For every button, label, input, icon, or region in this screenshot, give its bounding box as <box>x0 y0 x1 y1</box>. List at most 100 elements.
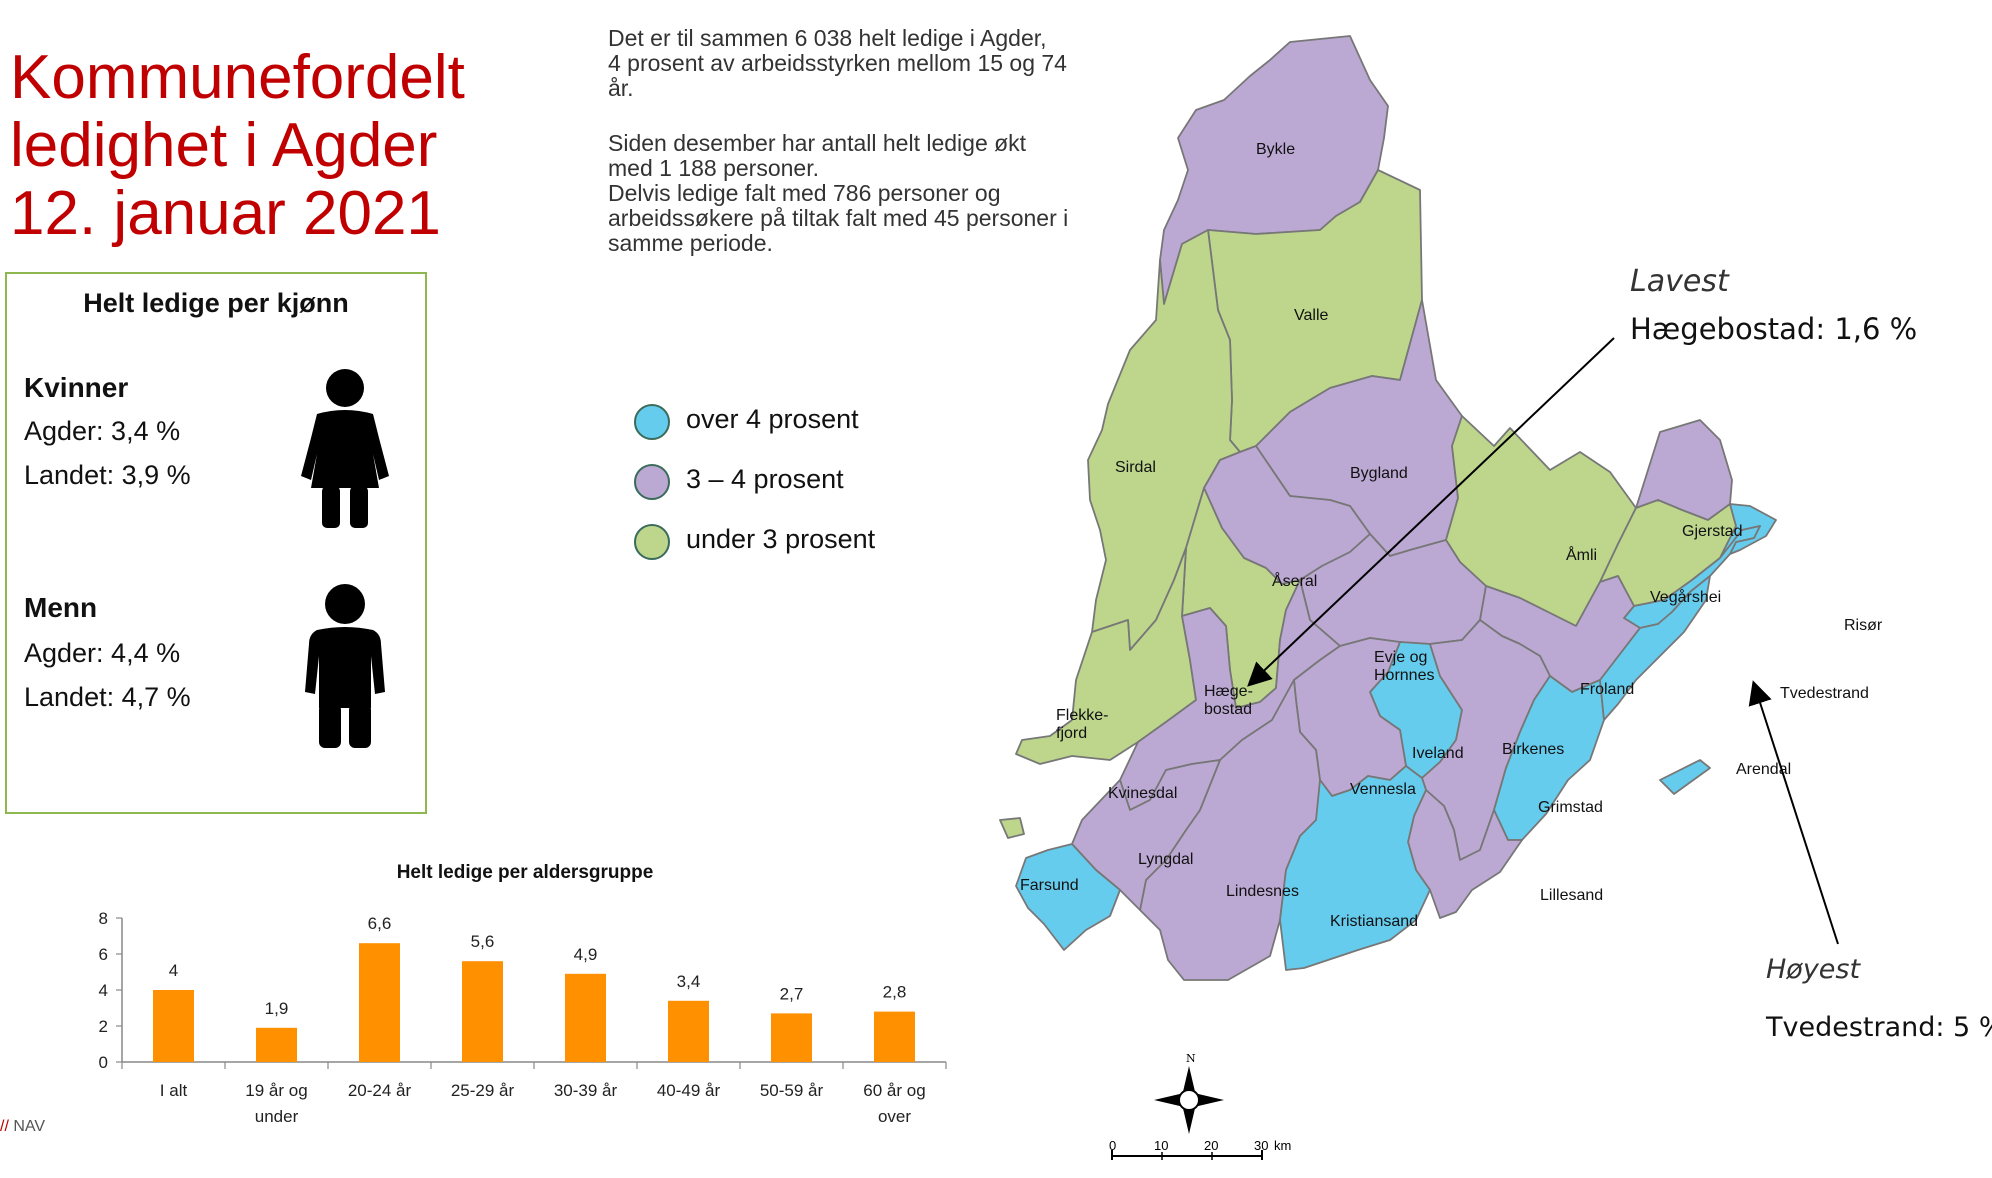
label-evje-1: Evje og <box>1374 649 1427 666</box>
label-aseral: Åseral <box>1272 571 1317 590</box>
lowest-label: Lavest <box>1630 264 1729 299</box>
data-label: 6,6 <box>368 914 392 933</box>
label-vennesla: Vennesla <box>1350 781 1416 798</box>
bar <box>153 990 194 1062</box>
category-label: 50-59 år <box>760 1081 824 1100</box>
men-landet-value: Landet: 4,7 % <box>24 682 191 712</box>
gender-panel: Helt ledige per kjønn Kvinner Agder: 3,4… <box>5 272 427 814</box>
category-label: 20-24 år <box>348 1081 412 1100</box>
intro-line: Delvis ledige falt med 786 personer og <box>608 180 1001 206</box>
region-farsund[interactable] <box>1015 843 1121 951</box>
bar <box>462 961 503 1062</box>
category-label: over <box>878 1107 911 1126</box>
legend-swatch <box>634 404 670 440</box>
y-tick-label: 6 <box>99 945 108 964</box>
women-agder-value: Agder: 3,4 % <box>24 416 181 446</box>
highest-value: Tvedestrand: 5 % <box>1766 1012 1992 1043</box>
bar <box>359 943 400 1062</box>
label-valle: Valle <box>1294 307 1328 324</box>
label-lindesnes: Lindesnes <box>1226 883 1299 900</box>
label-lillesand: Lillesand <box>1540 887 1603 904</box>
intro-line: år. <box>608 75 634 101</box>
title-line-1: Kommunefordelt <box>10 43 465 112</box>
data-label: 3,4 <box>677 972 701 991</box>
y-tick-label: 0 <box>99 1053 108 1072</box>
label-vegarshei: Vegårshei <box>1650 588 1721 606</box>
label-birkenes: Birkenes <box>1502 741 1564 758</box>
nav-logo-slash: // <box>0 1118 9 1135</box>
data-label: 1,9 <box>265 999 289 1018</box>
intro-line: samme periode. <box>608 230 773 256</box>
scale-bar: 0 10 20 30 km <box>1109 1138 1291 1160</box>
region-arendal[interactable] <box>1599 575 1711 721</box>
label-kvinesdal: Kvinesdal <box>1108 785 1177 802</box>
label-evje-2: Hornnes <box>1374 667 1434 684</box>
legend-item-low: under 3 prosent <box>634 520 954 564</box>
category-label: 60 år og <box>863 1081 925 1100</box>
y-tick-label: 8 <box>99 909 108 928</box>
title-line-3: 12. januar 2021 <box>10 179 441 248</box>
age-bar-chart: 0 2 4 6 8 4 I alt 1,9 19 år og under 6,6 20-24 år 5,… <box>99 909 947 1126</box>
label-gjerstad: Gjerstad <box>1682 523 1742 540</box>
scale-tick-label: 10 <box>1154 1138 1168 1153</box>
men-label: Menn <box>24 592 98 623</box>
page-title: Kommunefordelt ledighet i Agder 12. janu… <box>10 44 465 248</box>
compass-icon: N <box>1154 1052 1224 1134</box>
region-kristiansand[interactable] <box>1279 765 1431 971</box>
title-line-2: ledighet i Agder <box>10 111 438 180</box>
intro-line: Det er til sammen 6 038 helt ledige i Ag… <box>608 25 1047 51</box>
women-landet-value: Landet: 3,9 % <box>24 460 191 490</box>
label-kristiansand: Kristiansand <box>1330 913 1418 930</box>
woman-icon <box>301 369 389 528</box>
legend-item-high: over 4 prosent <box>634 400 954 444</box>
men-agder-value: Agder: 4,4 % <box>24 638 181 668</box>
nav-logo: // NAV <box>0 1118 45 1136</box>
bar <box>668 1000 709 1062</box>
north-label: N <box>1186 1052 1196 1065</box>
label-iveland: Iveland <box>1412 745 1464 762</box>
highest-arrow <box>1748 680 1839 945</box>
y-tick-label: 4 <box>99 981 108 1000</box>
label-arendal: Arendal <box>1736 761 1791 778</box>
bar <box>874 1011 915 1062</box>
intro-line: arbeidssøkere på tiltak falt med 45 pers… <box>608 205 1069 231</box>
legend-swatch <box>634 524 670 560</box>
label-farsund: Farsund <box>1020 877 1079 894</box>
bar <box>565 973 606 1062</box>
label-tvedestrand: Tvedestrand <box>1780 685 1869 702</box>
y-tick-label: 2 <box>99 1017 108 1036</box>
label-haegebostad-1: Hæge- <box>1204 683 1253 700</box>
highest-label: Høyest <box>1766 954 1861 985</box>
category-label: 19 år og <box>245 1081 307 1100</box>
bar <box>771 1013 812 1062</box>
lowest-arrow <box>1247 337 1615 687</box>
women-label: Kvinner <box>24 372 129 403</box>
man-icon <box>305 584 385 748</box>
nav-logo-text: NAV <box>13 1118 46 1135</box>
island <box>999 817 1025 839</box>
intro-line: med 1 188 personer. <box>608 155 819 181</box>
agder-map: Bykle Valle Sirdal Bygland Åmli Gjerstad… <box>999 35 1883 981</box>
data-label: 2,7 <box>780 984 804 1003</box>
label-froland: Froland <box>1580 681 1634 698</box>
category-label: 30-39 år <box>554 1081 618 1100</box>
legend-label: 3 – 4 prosent <box>686 464 844 494</box>
category-label: 25-29 år <box>451 1081 515 1100</box>
gender-panel-heading: Helt ledige per kjønn <box>83 288 349 318</box>
data-label: 4,9 <box>574 945 598 964</box>
label-grimstad: Grimstad <box>1538 799 1603 816</box>
scale-tick-label: 0 <box>1109 1138 1116 1153</box>
label-flekkefjord-2: fjord <box>1056 725 1087 742</box>
label-haegebostad-2: bostad <box>1204 701 1252 718</box>
lowest-value: Hægebostad: 1,6 % <box>1630 312 1918 346</box>
category-label: I alt <box>160 1081 188 1100</box>
scale-unit: km <box>1274 1138 1291 1153</box>
label-sirdal: Sirdal <box>1115 459 1156 476</box>
intro-line: 4 prosent av arbeidsstyrken mellom 15 og… <box>608 50 1067 76</box>
scale-tick-label: 20 <box>1204 1138 1218 1153</box>
chart-title: Helt ledige per aldersgruppe <box>396 862 654 883</box>
legend-swatch <box>634 464 670 500</box>
legend-item-mid: 3 – 4 prosent <box>634 460 954 504</box>
scale-compass: N 0 10 20 30 km <box>1109 1052 1291 1160</box>
